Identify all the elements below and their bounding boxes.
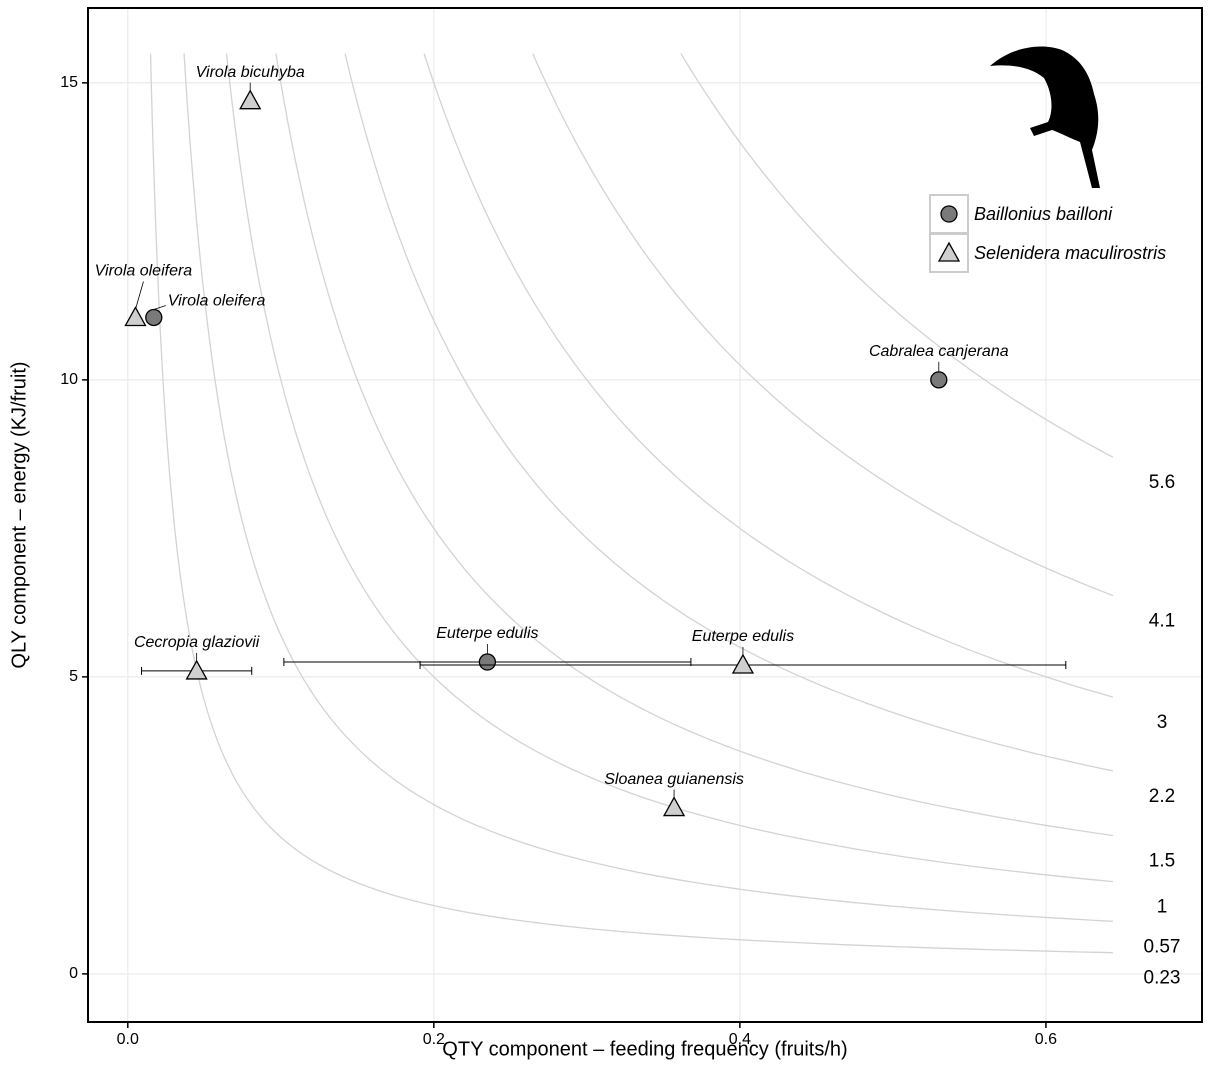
legend-label: Baillonius bailloni <box>974 204 1113 224</box>
isocline-label: 3 <box>1157 712 1168 733</box>
y-axis-label: QLY component – energy (KJ/fruit) <box>8 361 30 668</box>
point <box>479 654 495 670</box>
isocline-label: 4.1 <box>1149 611 1175 632</box>
x-axis-label: QTY component – feeding frequency (fruit… <box>442 1038 847 1060</box>
chart: 0.23 0.57 1 1.5 2.2 3 4.1 5.6 Virola oleifera Ca… <box>0 0 1216 1066</box>
point-label: Euterpe edulis <box>436 625 538 642</box>
point-label: Virola oleifera <box>168 293 266 310</box>
y-tick-label: 15 <box>60 74 78 91</box>
x-tick-label: 0.0 <box>117 1031 139 1048</box>
isocline-label: 1.5 <box>1149 850 1175 871</box>
legend-symbol <box>941 206 957 222</box>
y-tick-label: 0 <box>69 965 78 982</box>
isocline-label: 5.6 <box>1149 472 1175 493</box>
isocline-label: 0.57 <box>1144 936 1181 957</box>
point-label: Cecropia glaziovii <box>134 634 260 651</box>
point-label: Euterpe edulis <box>692 628 794 645</box>
x-tick-label: 0.6 <box>1035 1031 1057 1048</box>
point <box>931 372 947 388</box>
y-tick-label: 10 <box>60 371 78 388</box>
isocline-label: 1 <box>1157 897 1168 918</box>
point-label: Virola bicuhyba <box>196 64 305 81</box>
legend-label: Selenidera maculirostris <box>974 243 1166 263</box>
background <box>0 0 1216 1066</box>
y-tick-label: 5 <box>69 668 78 685</box>
point-label: Virola oleifera <box>95 263 193 280</box>
isocline-label: 2.2 <box>1149 786 1175 807</box>
point-label: Sloanea guianensis <box>604 771 744 788</box>
point-label: Cabralea canjerana <box>869 343 1009 360</box>
point <box>146 309 162 325</box>
isocline-label: 0.23 <box>1144 968 1181 989</box>
